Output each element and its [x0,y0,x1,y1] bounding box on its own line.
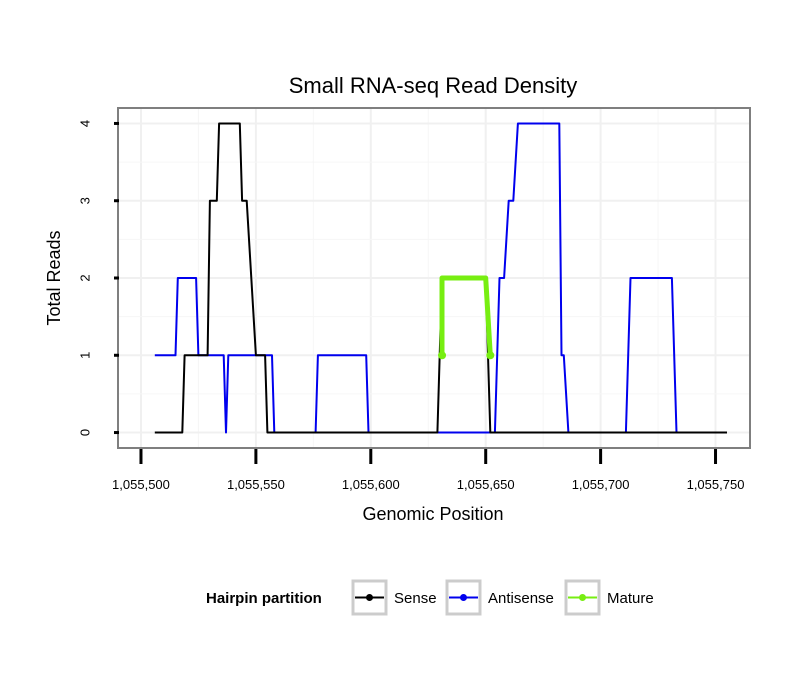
legend-label: Sense [394,590,437,607]
x-tick-label: 1,055,550 [227,477,285,492]
legend-key-point [366,594,373,601]
y-tick-label: 2 [78,274,93,281]
x-tick-label: 1,055,750 [687,477,745,492]
series-line-mature [439,275,493,356]
y-tick-label: 1 [78,352,93,359]
y-axis-title: Total Reads [44,230,64,325]
legend: Hairpin partition Sense Antisense Mature [206,579,654,616]
y-tick-label: 3 [78,197,93,204]
x-axis-title: Genomic Position [362,504,503,524]
x-axis: 1,055,500 1,055,550 1,055,600 1,055,650 1,05… [112,449,744,492]
x-tick-label: 1,055,650 [457,477,515,492]
y-tick-label: 0 [78,429,93,436]
legend-items: Sense Antisense Mature [351,579,654,616]
legend-label: Antisense [488,590,554,607]
legend-key-point [579,594,586,601]
legend-label: Mature [607,590,654,607]
y-tick-label: 4 [78,120,93,127]
legend-title: Hairpin partition [206,590,322,607]
x-tick-label: 1,055,500 [112,477,170,492]
chart-title: Small RNA-seq Read Density [289,73,578,98]
legend-key-point [460,594,467,601]
y-axis: 0 1 2 3 4 [78,120,119,436]
x-tick-label: 1,055,600 [342,477,400,492]
series-layer [154,122,727,434]
mature-point [486,351,495,360]
mature-point [438,351,447,360]
x-tick-label: 1,055,700 [572,477,630,492]
